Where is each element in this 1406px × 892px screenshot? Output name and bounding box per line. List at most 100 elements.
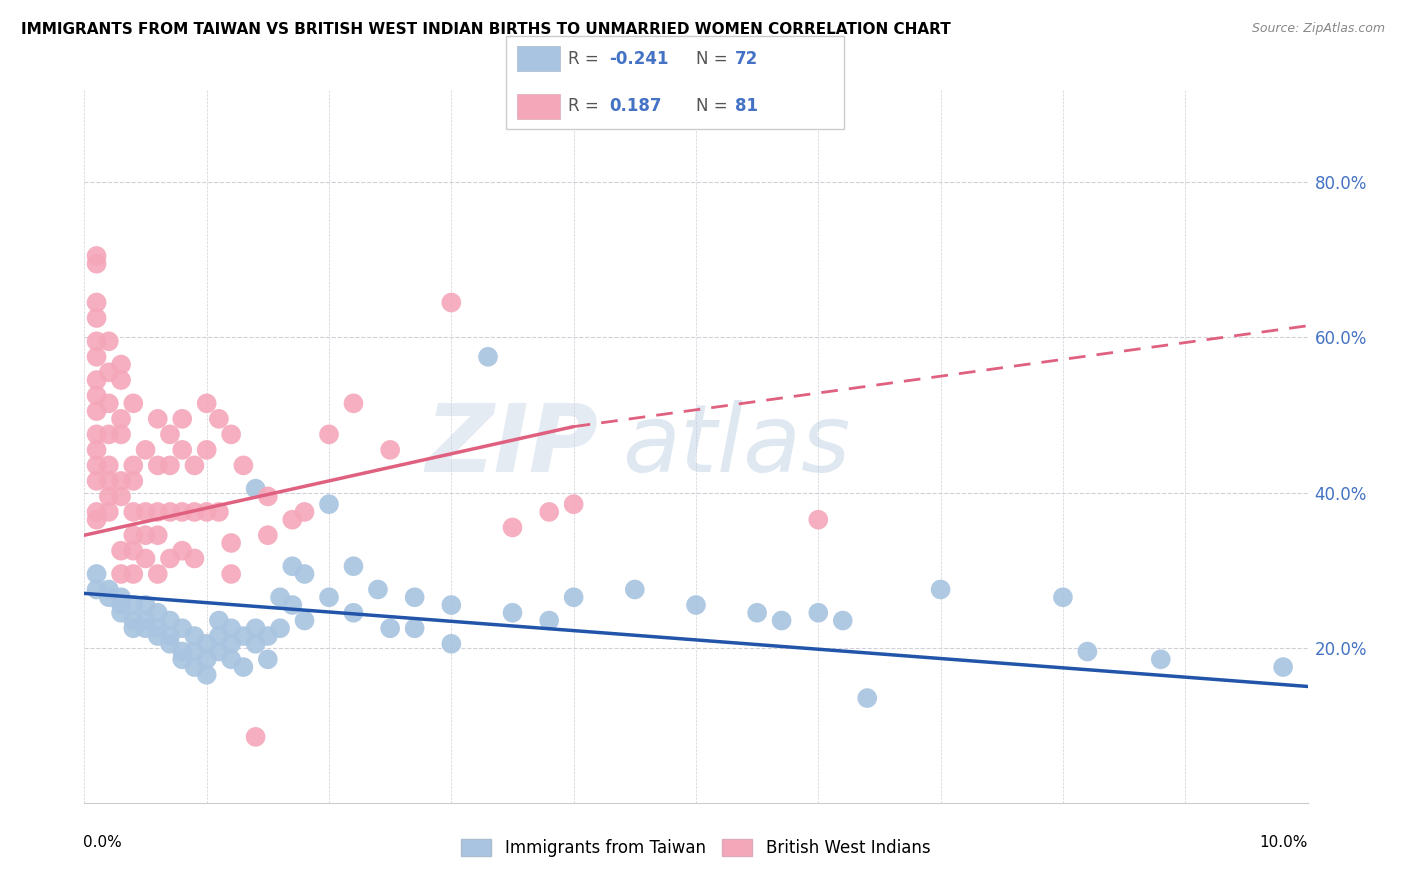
Point (122, 505, 145, 519)
Point (97, 458, 120, 473)
Point (146, 528, 169, 542)
Point (245, 637, 267, 651)
Point (86, 404, 108, 418)
Point (219, 566, 242, 581)
Point (86, 442, 108, 457)
Text: 0.0%: 0.0% (83, 835, 122, 850)
Point (219, 621, 242, 635)
Point (86, 334, 108, 349)
Legend: Immigrants from Taiwan, British West Indians: Immigrants from Taiwan, British West Ind… (453, 831, 939, 866)
Point (110, 474, 132, 488)
Point (159, 637, 181, 651)
Point (146, 621, 169, 635)
Point (86, 257, 108, 271)
Point (281, 513, 304, 527)
Point (294, 505, 316, 519)
Point (1150, 652, 1173, 666)
Point (318, 591, 340, 605)
Point (269, 621, 291, 635)
Point (747, 606, 769, 620)
Point (183, 505, 205, 519)
Point (122, 543, 145, 558)
Point (195, 396, 218, 410)
Point (367, 582, 389, 597)
Point (146, 606, 169, 620)
Point (195, 505, 218, 519)
Point (110, 543, 132, 558)
Text: atlas: atlas (623, 401, 851, 491)
Text: N =: N = (696, 97, 733, 115)
Point (110, 566, 132, 581)
Point (110, 591, 132, 605)
Point (440, 295, 463, 310)
Point (159, 614, 181, 628)
Point (195, 652, 218, 666)
Point (135, 528, 157, 542)
Text: 0.187: 0.187 (609, 97, 661, 115)
Point (208, 644, 231, 658)
Point (86, 458, 108, 473)
Point (624, 582, 647, 597)
Point (97, 582, 120, 597)
Point (502, 606, 524, 620)
Text: 10.0%: 10.0% (1260, 835, 1308, 850)
Point (110, 490, 132, 504)
Point (342, 396, 364, 410)
Point (440, 637, 463, 651)
Point (856, 691, 879, 706)
Point (122, 621, 145, 635)
Point (183, 458, 205, 473)
Text: 72: 72 (735, 50, 759, 68)
Text: Source: ZipAtlas.com: Source: ZipAtlas.com (1251, 22, 1385, 36)
Point (380, 621, 402, 635)
Point (159, 427, 181, 442)
Point (122, 528, 145, 542)
Point (208, 614, 231, 628)
Point (135, 505, 157, 519)
Point (110, 412, 132, 426)
Point (146, 458, 169, 473)
Point (135, 621, 157, 635)
Point (86, 388, 108, 402)
Point (232, 660, 254, 674)
Point (86, 427, 108, 442)
Point (97, 474, 120, 488)
Point (538, 505, 561, 519)
Point (245, 730, 267, 744)
Point (172, 442, 194, 457)
Point (122, 474, 145, 488)
Text: -0.241: -0.241 (609, 50, 668, 68)
Point (562, 497, 585, 511)
Point (269, 591, 291, 605)
Point (208, 629, 231, 643)
Point (135, 598, 157, 612)
Point (294, 566, 316, 581)
Point (440, 598, 463, 612)
Point (380, 442, 402, 457)
Point (97, 396, 120, 410)
Point (86, 350, 108, 364)
Point (195, 637, 218, 651)
Point (146, 566, 169, 581)
Point (807, 606, 830, 620)
Point (146, 629, 169, 643)
Point (122, 566, 145, 581)
Point (183, 629, 205, 643)
Point (257, 490, 280, 504)
Point (97, 505, 120, 519)
Text: ZIP: ZIP (425, 400, 598, 492)
Point (257, 652, 280, 666)
Point (97, 334, 120, 349)
Point (318, 427, 340, 442)
Point (172, 505, 194, 519)
Point (232, 458, 254, 473)
Point (172, 543, 194, 558)
Point (146, 412, 169, 426)
Point (1076, 644, 1098, 658)
Point (183, 660, 205, 674)
Point (807, 513, 830, 527)
Point (172, 644, 194, 658)
Point (183, 551, 205, 566)
Point (135, 551, 157, 566)
Point (97, 591, 120, 605)
